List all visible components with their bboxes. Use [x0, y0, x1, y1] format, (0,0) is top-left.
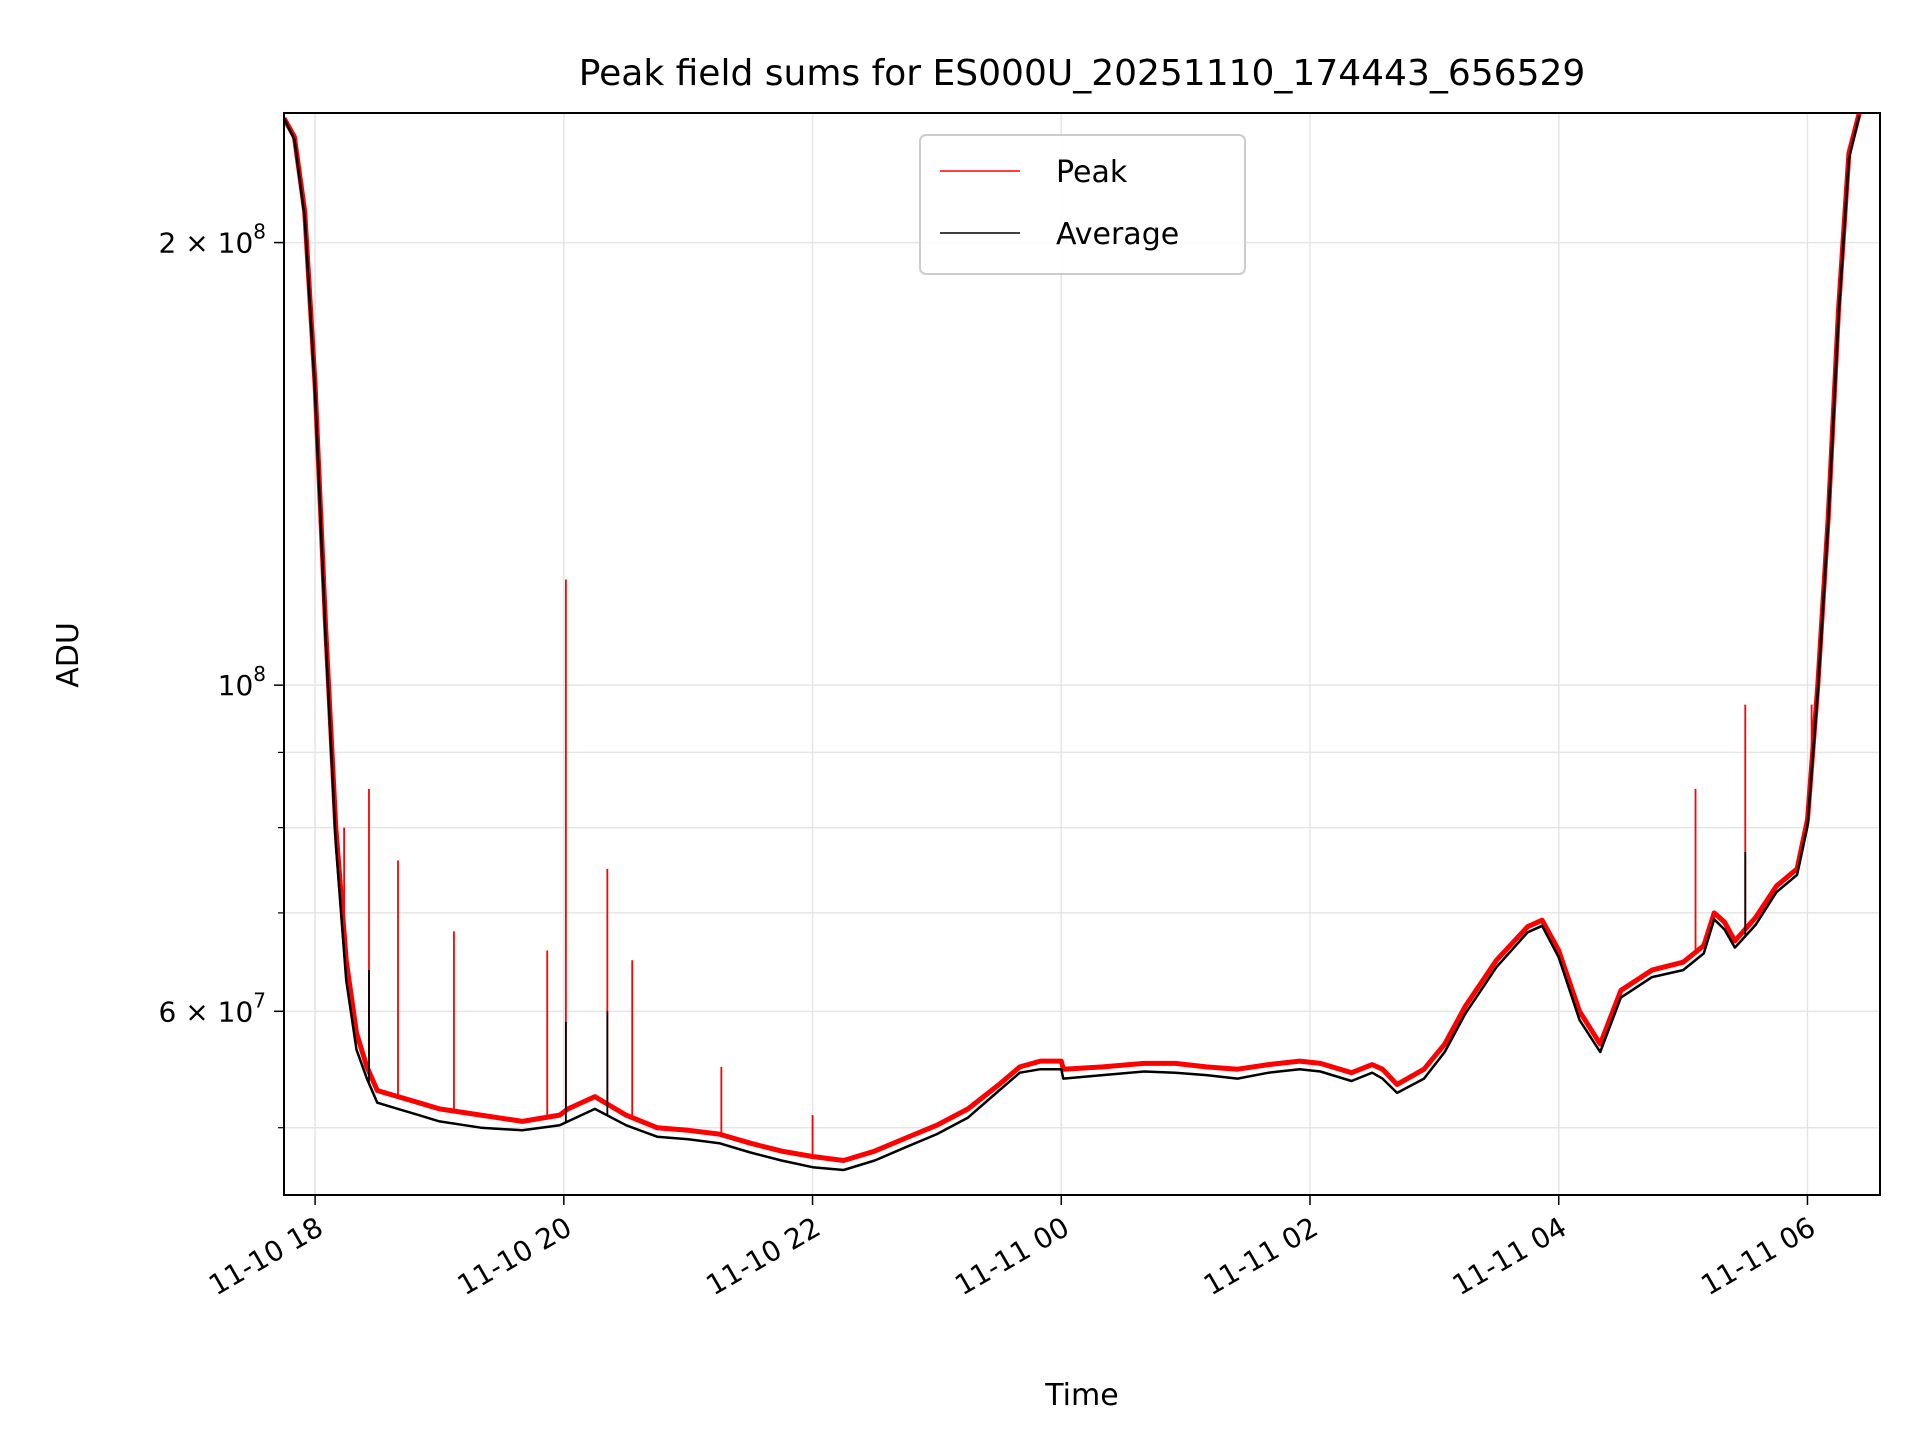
axes-frame [283, 112, 1881, 1196]
legend-label-average: Average [1056, 217, 1179, 252]
y-tick-label: 108 [218, 662, 266, 702]
legend: Peak Average [919, 134, 1246, 275]
series-line-peak [284, 113, 1862, 1163]
chart-title: Peak field sums for ES000U_20251110_1744… [579, 53, 1586, 94]
y-tick-label: 6 × 107 [159, 988, 266, 1028]
legend-box [919, 134, 1246, 275]
plot-area [284, 113, 1862, 1172]
y-tick-label: 2 × 108 [159, 220, 266, 260]
series-line-average [284, 115, 1861, 1172]
legend-label-peak: Peak [1056, 155, 1128, 190]
y-axis-label: ADU [51, 622, 86, 688]
x-axis-label: Time [1044, 1378, 1118, 1413]
